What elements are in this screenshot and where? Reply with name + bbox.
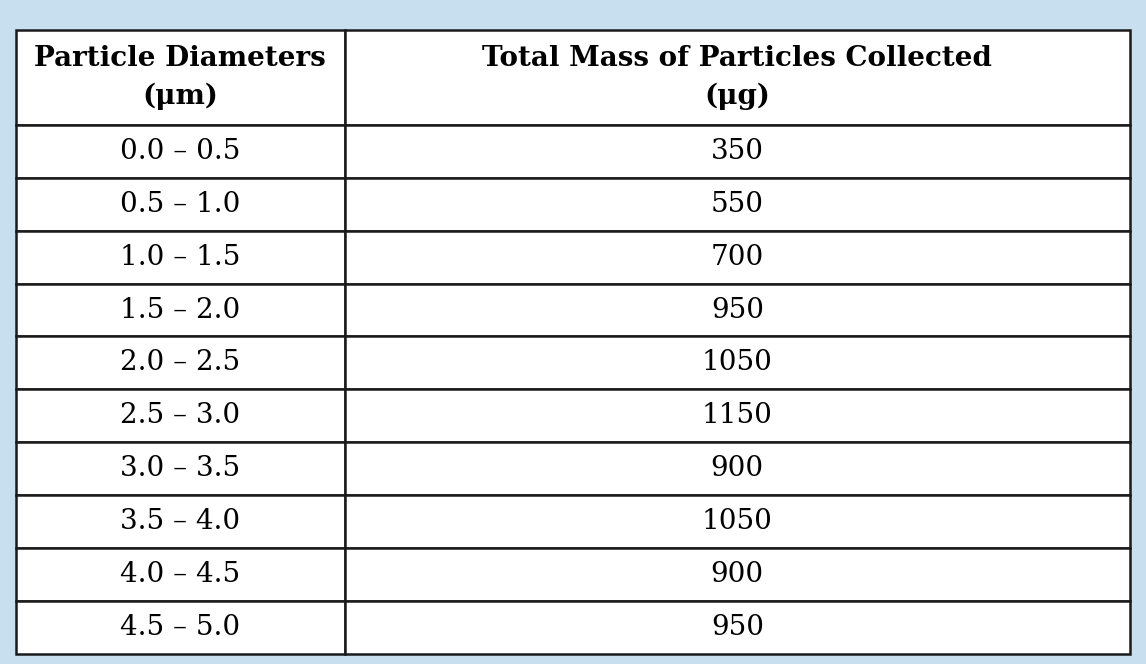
Text: 1.5 – 2.0: 1.5 – 2.0	[120, 297, 241, 323]
Text: 2.5 – 3.0: 2.5 – 3.0	[120, 402, 241, 430]
Bar	[16, 30, 345, 125]
Text: 3.5 – 4.0: 3.5 – 4.0	[120, 508, 241, 535]
Text: 700: 700	[711, 244, 764, 270]
Bar	[345, 389, 1130, 442]
Text: 0.5 – 1.0: 0.5 – 1.0	[120, 191, 241, 218]
Bar	[16, 389, 345, 442]
Text: 4.0 – 4.5: 4.0 – 4.5	[120, 561, 241, 588]
Text: 1050: 1050	[701, 508, 772, 535]
Text: 1.0 – 1.5: 1.0 – 1.5	[120, 244, 241, 270]
Text: 3.0 – 3.5: 3.0 – 3.5	[120, 456, 241, 482]
Text: 2.0 – 2.5: 2.0 – 2.5	[120, 349, 241, 376]
Bar	[345, 601, 1130, 654]
Bar	[16, 230, 345, 284]
Bar	[345, 495, 1130, 548]
Text: Total Mass of Particles Collected
(μg): Total Mass of Particles Collected (μg)	[482, 44, 992, 110]
Text: 950: 950	[711, 297, 763, 323]
Text: 550: 550	[711, 191, 763, 218]
Text: Particle Diameters
(μm): Particle Diameters (μm)	[34, 44, 327, 110]
Bar	[16, 601, 345, 654]
Bar	[16, 284, 345, 337]
Text: 950: 950	[711, 614, 763, 641]
Text: 4.5 – 5.0: 4.5 – 5.0	[120, 614, 241, 641]
Bar	[16, 125, 345, 178]
Bar	[16, 337, 345, 389]
Bar	[345, 30, 1130, 125]
Bar	[345, 178, 1130, 230]
Text: 350: 350	[711, 137, 763, 165]
Bar	[345, 125, 1130, 178]
Bar	[345, 337, 1130, 389]
Bar	[16, 548, 345, 601]
Text: 1050: 1050	[701, 349, 772, 376]
Text: 1150: 1150	[701, 402, 772, 430]
Text: 900: 900	[711, 561, 764, 588]
Bar	[345, 442, 1130, 495]
Bar	[345, 230, 1130, 284]
Bar	[16, 495, 345, 548]
Bar	[16, 442, 345, 495]
Bar	[345, 284, 1130, 337]
Text: 900: 900	[711, 456, 764, 482]
Bar	[345, 548, 1130, 601]
Text: 0.0 – 0.5: 0.0 – 0.5	[120, 137, 241, 165]
Bar	[16, 178, 345, 230]
